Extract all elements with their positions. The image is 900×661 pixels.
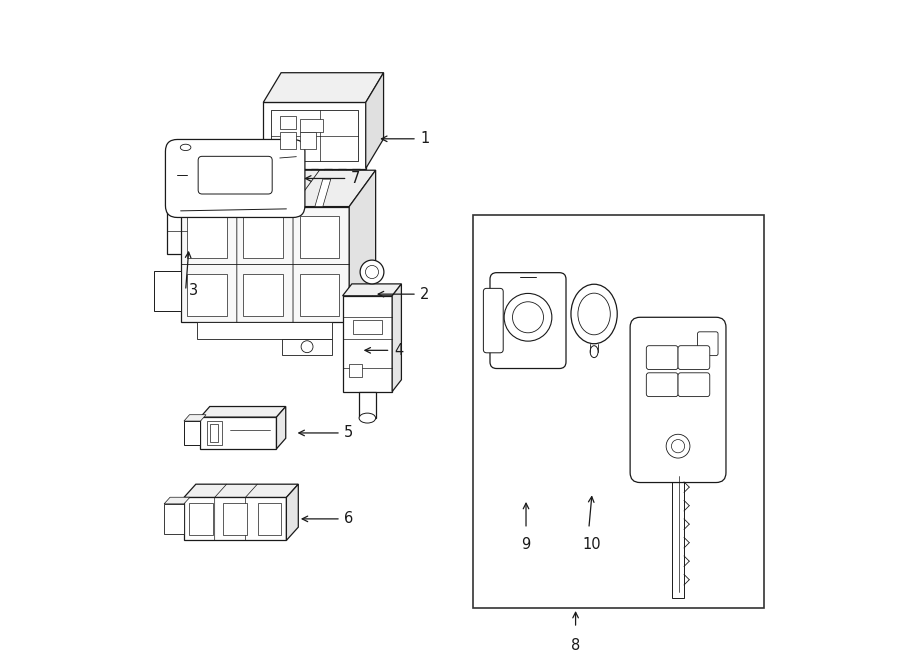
Bar	[223, 502, 247, 535]
FancyBboxPatch shape	[483, 288, 503, 353]
Bar	[280, 132, 296, 149]
Circle shape	[302, 341, 313, 353]
Ellipse shape	[180, 144, 191, 151]
Ellipse shape	[359, 413, 375, 423]
Bar	[300, 274, 339, 316]
Polygon shape	[164, 497, 190, 504]
Polygon shape	[167, 150, 212, 162]
Polygon shape	[283, 169, 291, 180]
FancyBboxPatch shape	[646, 373, 678, 397]
Polygon shape	[181, 206, 349, 323]
Polygon shape	[203, 150, 212, 254]
Polygon shape	[184, 421, 201, 445]
Text: 7: 7	[351, 171, 360, 186]
Polygon shape	[282, 339, 332, 356]
FancyBboxPatch shape	[490, 272, 566, 369]
FancyBboxPatch shape	[166, 139, 305, 217]
Ellipse shape	[590, 346, 598, 358]
Bar	[207, 421, 221, 445]
Circle shape	[360, 260, 384, 284]
Ellipse shape	[571, 284, 617, 344]
Text: 1: 1	[420, 132, 429, 146]
Bar	[300, 119, 323, 132]
Polygon shape	[276, 407, 285, 449]
Text: 8: 8	[571, 638, 580, 653]
Polygon shape	[352, 169, 360, 180]
Text: 3: 3	[189, 284, 198, 298]
Text: 9: 9	[521, 537, 531, 553]
FancyBboxPatch shape	[646, 346, 678, 369]
Circle shape	[504, 293, 552, 341]
Text: 10: 10	[583, 537, 601, 553]
Polygon shape	[154, 271, 181, 311]
Circle shape	[671, 440, 685, 453]
Polygon shape	[269, 169, 277, 180]
Ellipse shape	[578, 293, 610, 334]
Bar	[257, 502, 281, 535]
Polygon shape	[164, 504, 184, 534]
Text: 2: 2	[420, 287, 429, 301]
Bar	[187, 274, 227, 316]
Polygon shape	[286, 484, 298, 541]
Polygon shape	[184, 484, 298, 497]
Bar	[473, 215, 764, 608]
Bar	[349, 364, 363, 377]
Polygon shape	[184, 414, 206, 421]
Text: 6: 6	[344, 512, 354, 526]
FancyBboxPatch shape	[678, 346, 710, 369]
Polygon shape	[392, 284, 401, 391]
Polygon shape	[324, 169, 332, 180]
Polygon shape	[343, 284, 401, 296]
Bar	[243, 274, 284, 316]
Bar	[280, 116, 296, 129]
Polygon shape	[184, 497, 286, 541]
Polygon shape	[365, 73, 383, 169]
Polygon shape	[181, 170, 375, 206]
FancyBboxPatch shape	[630, 317, 726, 483]
Polygon shape	[672, 473, 684, 598]
Polygon shape	[315, 179, 331, 206]
Bar	[300, 132, 316, 149]
Polygon shape	[338, 169, 346, 180]
Polygon shape	[236, 179, 251, 206]
Polygon shape	[197, 323, 332, 339]
Polygon shape	[201, 407, 285, 417]
Polygon shape	[343, 296, 392, 391]
Polygon shape	[264, 102, 365, 169]
Text: 5: 5	[344, 426, 354, 440]
Polygon shape	[202, 179, 218, 206]
Circle shape	[365, 266, 379, 278]
Polygon shape	[264, 73, 383, 102]
Bar	[353, 320, 382, 334]
Text: 4: 4	[394, 343, 403, 358]
Polygon shape	[203, 197, 211, 210]
Polygon shape	[167, 162, 203, 254]
Polygon shape	[203, 220, 211, 233]
Polygon shape	[201, 417, 276, 449]
Bar	[187, 217, 227, 258]
Polygon shape	[310, 169, 319, 180]
FancyBboxPatch shape	[678, 373, 710, 397]
FancyBboxPatch shape	[698, 332, 718, 356]
FancyBboxPatch shape	[198, 156, 272, 194]
Bar	[300, 217, 339, 258]
Circle shape	[512, 302, 544, 332]
Polygon shape	[286, 179, 302, 206]
Bar	[189, 502, 212, 535]
Bar	[243, 217, 284, 258]
Bar	[210, 424, 219, 442]
Polygon shape	[349, 170, 375, 323]
Polygon shape	[359, 391, 375, 418]
Polygon shape	[349, 285, 373, 317]
Circle shape	[666, 434, 690, 458]
Polygon shape	[297, 169, 305, 180]
